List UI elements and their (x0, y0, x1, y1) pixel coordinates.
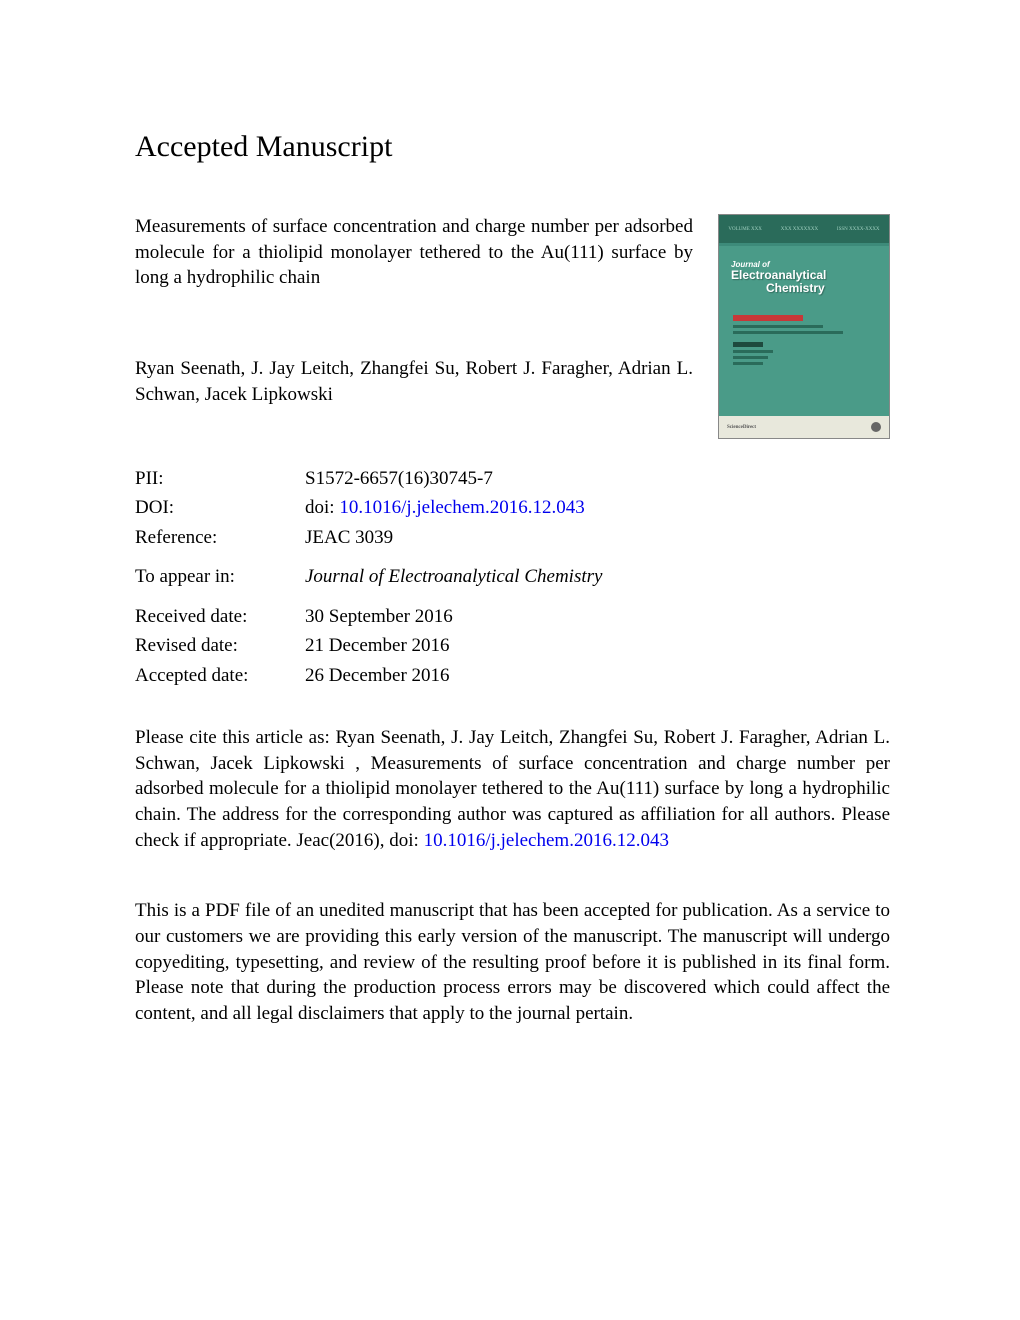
accepted-value: 26 December 2016 (305, 661, 890, 690)
journal-cover-thumbnail: VOLUME XXXXXX XXXXXXXISSN XXXX-XXXX Jour… (718, 214, 890, 439)
received-label: Received date: (135, 602, 305, 631)
doi-prefix: doi: (305, 497, 339, 518)
cover-topbar: VOLUME XXXXXX XXXXXXXISSN XXXX-XXXX (719, 215, 889, 243)
cover-logo-icon (871, 422, 881, 432)
cover-title-line-2: Chemistry (766, 282, 826, 295)
meta-row-revised: Revised date: 21 December 2016 (135, 631, 890, 660)
disclaimer-paragraph: This is a PDF file of an unedited manusc… (135, 898, 890, 1026)
doi-label: DOI: (135, 493, 305, 522)
meta-row-reference: Reference: JEAC 3039 (135, 523, 890, 552)
received-value: 30 September 2016 (305, 602, 890, 631)
pii-label: PII: (135, 464, 305, 493)
citation-paragraph: Please cite this article as: Ryan Seenat… (135, 725, 890, 853)
reference-value: JEAC 3039 (305, 523, 890, 552)
meta-row-appear: To appear in: Journal of Electroanalytic… (135, 562, 890, 591)
citation-doi-link[interactable]: 10.1016/j.jelechem.2016.12.043 (424, 830, 669, 851)
meta-row-received: Received date: 30 September 2016 (135, 602, 890, 631)
authors-list: Ryan Seenath, J. Jay Leitch, Zhangfei Su… (135, 356, 693, 407)
meta-row-pii: PII: S1572-6657(16)30745-7 (135, 464, 890, 493)
manuscript-title: Measurements of surface concentration an… (135, 214, 693, 291)
doi-link[interactable]: 10.1016/j.jelechem.2016.12.043 (339, 497, 584, 518)
cover-publisher: ScienceDirect (727, 425, 756, 430)
text-column: Measurements of surface concentration an… (135, 214, 693, 439)
revised-label: Revised date: (135, 631, 305, 660)
meta-row-accepted: Accepted date: 26 December 2016 (135, 661, 890, 690)
cover-body (733, 315, 875, 368)
reference-label: Reference: (135, 523, 305, 552)
pii-value: S1572-6657(16)30745-7 (305, 464, 890, 493)
top-section: Measurements of surface concentration an… (135, 214, 890, 439)
metadata-table: PII: S1572-6657(16)30745-7 DOI: doi: 10.… (135, 464, 890, 690)
cover-journal-title: Journal of Electroanalytical Chemistry (731, 260, 826, 295)
appear-label: To appear in: (135, 562, 305, 591)
cover-bottom-bar: ScienceDirect (719, 416, 889, 438)
revised-value: 21 December 2016 (305, 631, 890, 660)
page-heading: Accepted Manuscript (135, 130, 890, 164)
meta-row-doi: DOI: doi: 10.1016/j.jelechem.2016.12.043 (135, 493, 890, 522)
appear-value: Journal of Electroanalytical Chemistry (305, 562, 890, 591)
doi-value: doi: 10.1016/j.jelechem.2016.12.043 (305, 493, 890, 522)
accepted-label: Accepted date: (135, 661, 305, 690)
